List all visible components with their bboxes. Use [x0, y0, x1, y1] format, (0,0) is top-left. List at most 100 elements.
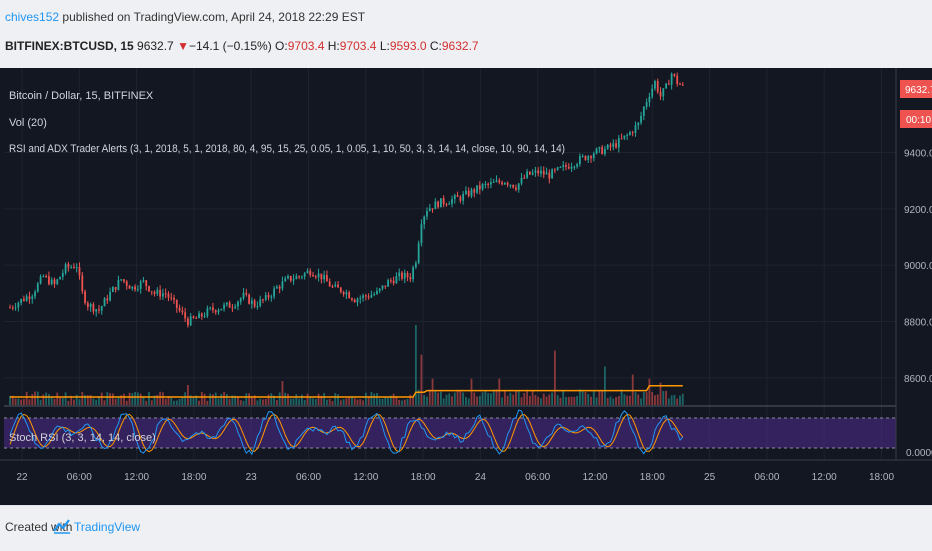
volume-bar: [665, 390, 667, 405]
volume-bar: [426, 396, 428, 405]
candle-body: [48, 276, 50, 285]
candle-body: [676, 75, 679, 84]
candle-body: [590, 156, 592, 159]
volume-bar: [629, 395, 631, 405]
candle-body: [75, 267, 78, 269]
candle-body: [164, 293, 167, 295]
volume-bar: [437, 392, 440, 405]
volume-bar: [367, 396, 370, 405]
volume-bar: [434, 391, 437, 405]
legend-title[interactable]: Bitcoin / Dollar, 15, BITFINEX: [9, 90, 154, 102]
volume-bar: [34, 391, 36, 405]
candle-body: [103, 298, 106, 307]
legend-volume[interactable]: Vol (20): [9, 117, 47, 129]
candle-body: [39, 276, 42, 284]
volume-bar: [659, 382, 662, 405]
candle-body: [125, 281, 128, 286]
volume-bar: [125, 400, 128, 405]
volume-bar: [362, 400, 364, 405]
stoch-k-line: [9, 409, 684, 456]
volume-bar: [412, 396, 414, 405]
volume-bar: [98, 396, 100, 405]
candle-body: [623, 135, 626, 139]
candle-body: [17, 302, 20, 308]
candle-body: [11, 307, 14, 309]
candle-body: [487, 183, 490, 185]
tradingview-logo-icon[interactable]: [53, 517, 71, 535]
candle-body: [206, 308, 209, 317]
candle-body: [81, 275, 84, 292]
candle-body: [634, 125, 637, 134]
volume-bar: [601, 390, 604, 405]
candle-body: [287, 275, 289, 279]
volume-bar: [162, 392, 164, 405]
time-tick-label: 06:00: [67, 472, 92, 483]
volume-bar: [631, 374, 634, 405]
volume-bar: [28, 399, 31, 405]
volume-bar: [123, 393, 125, 405]
price-change: −14.1 (−0.15%): [188, 39, 272, 53]
candle-body: [359, 297, 362, 300]
candle-body: [667, 83, 670, 85]
price-tick-label: 9200.0: [904, 205, 932, 216]
volume-bar: [225, 393, 228, 405]
candle-body: [328, 281, 331, 287]
time-axis[interactable]: 22 06:00 12:00 18:00 23 06:00 12:00 18:00 24 06:0…: [16, 472, 894, 483]
volume-bar: [212, 394, 214, 405]
candle-body: [134, 286, 136, 290]
candle-body: [476, 185, 478, 193]
candle-body: [389, 280, 392, 282]
candle-body: [542, 170, 545, 175]
candle-body: [145, 280, 148, 287]
candle-body: [665, 83, 667, 89]
tradingview-link[interactable]: TradingView: [74, 520, 141, 534]
candle-body: [440, 198, 442, 208]
candle-body: [56, 279, 59, 285]
candle-body: [612, 143, 615, 147]
candle-body: [448, 203, 451, 205]
volume-bar: [117, 396, 120, 405]
last-price-tag: [900, 80, 932, 98]
volume-bar: [359, 399, 362, 405]
volume-bar: [345, 398, 348, 405]
price-axis[interactable]: 9400.0 9200.0 9000.0 8800.0 8600.0: [904, 149, 932, 385]
candle-body: [53, 279, 56, 285]
candle-body: [587, 156, 590, 160]
volume-bar: [214, 392, 217, 405]
candle-body: [398, 272, 401, 277]
candle-body: [106, 298, 109, 301]
candle-body: [462, 193, 465, 201]
price-chart[interactable]: 9400.0 9200.0 9000.0 8800.0 8600.0 22 06:00 12…: [0, 68, 932, 505]
footer: Created with TradingView: [0, 505, 932, 551]
candle-body: [459, 196, 462, 201]
volume-bar: [167, 396, 170, 405]
volume-bar: [406, 399, 409, 405]
volume-bar: [448, 393, 451, 405]
candle-body: [98, 309, 100, 311]
volume-bar: [403, 399, 406, 405]
legend-indicator[interactable]: RSI and ADX Trader Alerts (3, 1, 2018, 5…: [9, 143, 565, 155]
volume-bar: [331, 400, 334, 405]
volume-bar: [231, 395, 234, 405]
volume-bar: [39, 399, 42, 405]
volume-bar: [673, 394, 676, 405]
publish-info: published on TradingView.com, April 24, …: [62, 10, 366, 24]
candle-body: [78, 267, 81, 276]
volume-bar: [281, 381, 284, 405]
volume-bar: [312, 398, 314, 405]
volume-bar: [428, 389, 431, 405]
volume-bar: [581, 391, 584, 405]
candle-body: [123, 279, 125, 282]
volume-bar: [303, 399, 306, 405]
volume-bar: [470, 378, 473, 405]
candle-body: [515, 187, 517, 190]
volume-bar: [328, 398, 331, 405]
volume-bar: [23, 398, 25, 405]
candle-body: [595, 148, 598, 154]
candle-body: [64, 264, 67, 273]
legend-stoch[interactable]: Stoch RSI (3, 3, 14, 14, close): [9, 432, 156, 444]
time-tick-label: 12:00: [582, 472, 607, 483]
price-tick-label: 9400.0: [904, 149, 932, 160]
volume-bar: [598, 390, 601, 405]
author-link[interactable]: chives152: [5, 10, 60, 24]
